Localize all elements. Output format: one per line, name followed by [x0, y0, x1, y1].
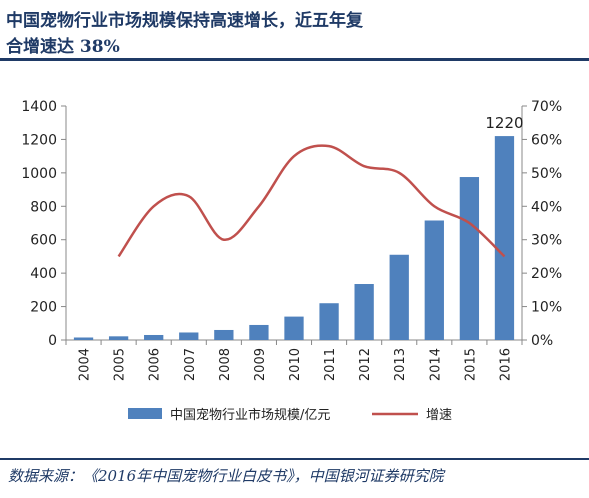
x-tick-label: 2005	[113, 348, 128, 381]
legend-swatch-bar	[128, 408, 162, 419]
y-right-tick-label: 60%	[531, 132, 562, 148]
x-tick-label: 2016	[498, 348, 513, 381]
chart-title-line-2: 合增速达 38%	[6, 37, 120, 57]
x-tick-label: 2010	[288, 348, 303, 381]
bar	[459, 177, 480, 340]
y-left-tick-label: 400	[30, 266, 57, 282]
bar	[249, 324, 269, 340]
legend-label-bar: 中国宠物行业市场规模/亿元	[170, 407, 330, 423]
y-right-tick-label: 50%	[531, 166, 562, 182]
y-left-tick-label: 1000	[21, 166, 57, 182]
source-note: 数据来源：《2016年中国宠物行业白皮书》，中国银河证券研究院	[8, 467, 444, 485]
y-left-tick-label: 1200	[21, 132, 57, 148]
source-rule	[0, 458, 589, 460]
bar	[389, 254, 409, 340]
bar	[73, 337, 94, 340]
x-tick-label: 2012	[358, 348, 373, 381]
x-tick-label: 2008	[218, 348, 233, 381]
y-left-tick-label: 1400	[21, 99, 57, 115]
y-left-tick-label: 200	[30, 300, 57, 316]
x-tick-label: 2004	[78, 348, 93, 381]
y-left-tick-label: 0	[48, 333, 57, 349]
x-tick-label: 2013	[393, 348, 408, 381]
y-right-tick-label: 40%	[531, 199, 562, 215]
bar	[424, 220, 444, 340]
chart-title-line-1: 中国宠物行业市场规模保持高速增长，近五年复	[6, 11, 363, 31]
data-labels: 1220	[485, 114, 523, 132]
bar	[179, 332, 199, 340]
y-right-tick-label: 10%	[531, 300, 562, 316]
x-tick-label: 2015	[463, 348, 478, 381]
chart-axes: 0 200 400 600 800 1000 1200 1400 0% 10% 20% 30% 40% 5…	[21, 99, 562, 381]
x-tick-label: 2006	[148, 348, 163, 381]
x-tick-label: 2014	[428, 348, 443, 381]
y-left-tick-label: 800	[30, 199, 57, 215]
x-tick-label: 2009	[253, 348, 268, 381]
bar	[354, 284, 374, 340]
line-series	[117, 144, 506, 258]
x-tick-label: 2007	[183, 348, 198, 381]
bar	[494, 136, 515, 340]
legend-label-line: 增速	[426, 408, 452, 423]
combo-chart: 0 200 400 600 800 1000 1200 1400 0% 10% 20% 30% 40% 5…	[21, 99, 562, 423]
x-tick-label: 2011	[323, 348, 338, 381]
bar	[319, 303, 339, 340]
title-rule	[0, 58, 589, 61]
growth-line	[117, 144, 506, 258]
bar	[144, 334, 164, 340]
bar-data-label: 1220	[485, 114, 523, 132]
y-right-tick-label: 70%	[531, 99, 562, 115]
y-right-tick-label: 20%	[531, 266, 562, 282]
bar	[284, 316, 304, 340]
bar	[214, 329, 234, 340]
y-right-tick-label: 30%	[531, 233, 562, 249]
bar	[108, 336, 129, 340]
y-right-tick-label: 0%	[531, 333, 553, 349]
bar-series	[73, 136, 515, 340]
y-left-tick-label: 600	[30, 233, 57, 249]
chart-legend: 中国宠物行业市场规模/亿元 增速	[128, 407, 452, 423]
